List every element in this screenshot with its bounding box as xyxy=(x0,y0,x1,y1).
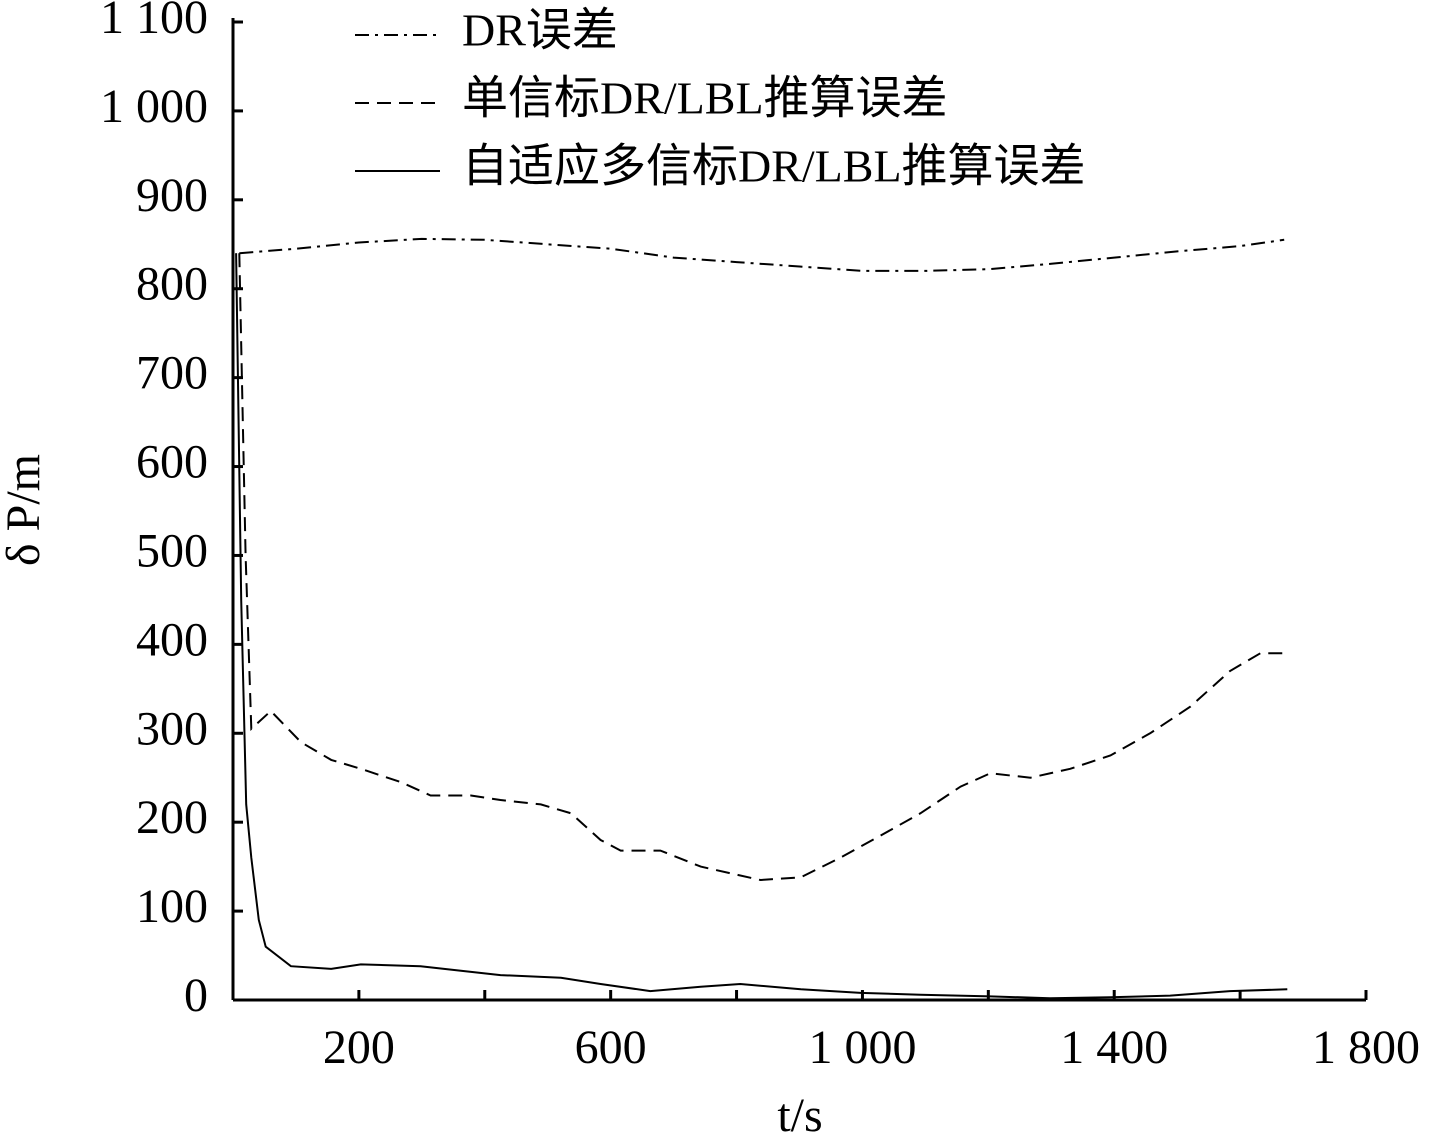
series-line xyxy=(239,237,1285,272)
y-tick-label: 400 xyxy=(136,613,208,666)
y-tick-label: 1 100 xyxy=(100,0,208,44)
y-tick-label: 200 xyxy=(136,791,208,844)
y-tick-label: 100 xyxy=(136,880,208,933)
y-tick-label: 1 000 xyxy=(100,80,208,133)
y-tick-label: 900 xyxy=(136,169,208,222)
x-tick-label: 200 xyxy=(323,1021,395,1074)
x-tick-label: 600 xyxy=(575,1021,647,1074)
x-tick-label: 1 400 xyxy=(1060,1021,1168,1074)
legend-label: 单信标DR/LBL推算误差 xyxy=(462,73,948,124)
series-line xyxy=(235,253,1288,1000)
x-axis-label: t/s xyxy=(777,1089,822,1142)
y-axis-label: δ P/m xyxy=(0,454,50,566)
y-tick-label: 600 xyxy=(136,436,208,489)
y-tick-label: 300 xyxy=(136,702,208,755)
x-tick-label: 1 800 xyxy=(1312,1021,1420,1074)
y-tick-label: 700 xyxy=(136,347,208,400)
x-tick-label: 1 000 xyxy=(808,1021,916,1074)
legend-label: DR误差 xyxy=(462,5,618,56)
y-tick-label: 800 xyxy=(136,258,208,311)
series-line xyxy=(238,253,1288,882)
y-tick-label: 500 xyxy=(136,524,208,577)
legend-label: 自适应多信标DR/LBL推算误差 xyxy=(462,141,1086,192)
y-tick-label: 0 xyxy=(184,969,208,1022)
